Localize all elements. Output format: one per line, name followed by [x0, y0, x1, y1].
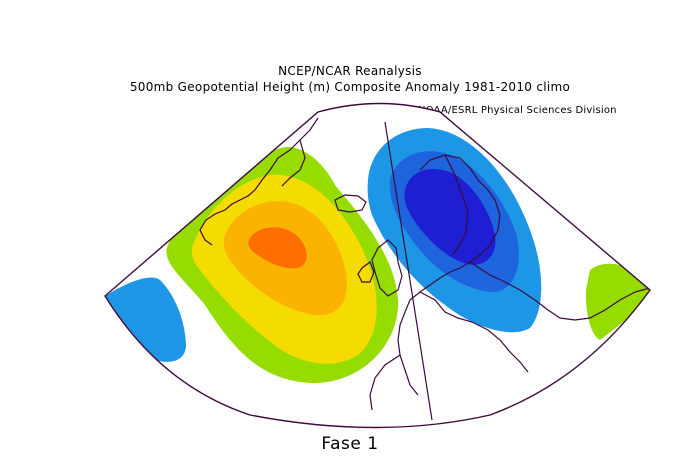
iceland-outline [334, 194, 367, 213]
credit-text: NOAA/ESRL Physical Sciences Division [418, 105, 617, 116]
map-subtitle: 500mb Geopotential Height (m) Composite … [129, 80, 571, 94]
map-border [104, 102, 651, 429]
british-isles-outline [357, 239, 403, 297]
meridian-line [384, 121, 433, 421]
western-negative-anomaly [105, 277, 186, 362]
positive-anomaly-core [248, 227, 307, 269]
europe-coastline [369, 154, 650, 411]
negative-anomaly-core [404, 169, 496, 265]
phase-label: Fase 1 [321, 434, 379, 454]
greenland-coastline [199, 117, 319, 246]
map-title: NCEP/NCAR Reanalysis [278, 64, 422, 78]
